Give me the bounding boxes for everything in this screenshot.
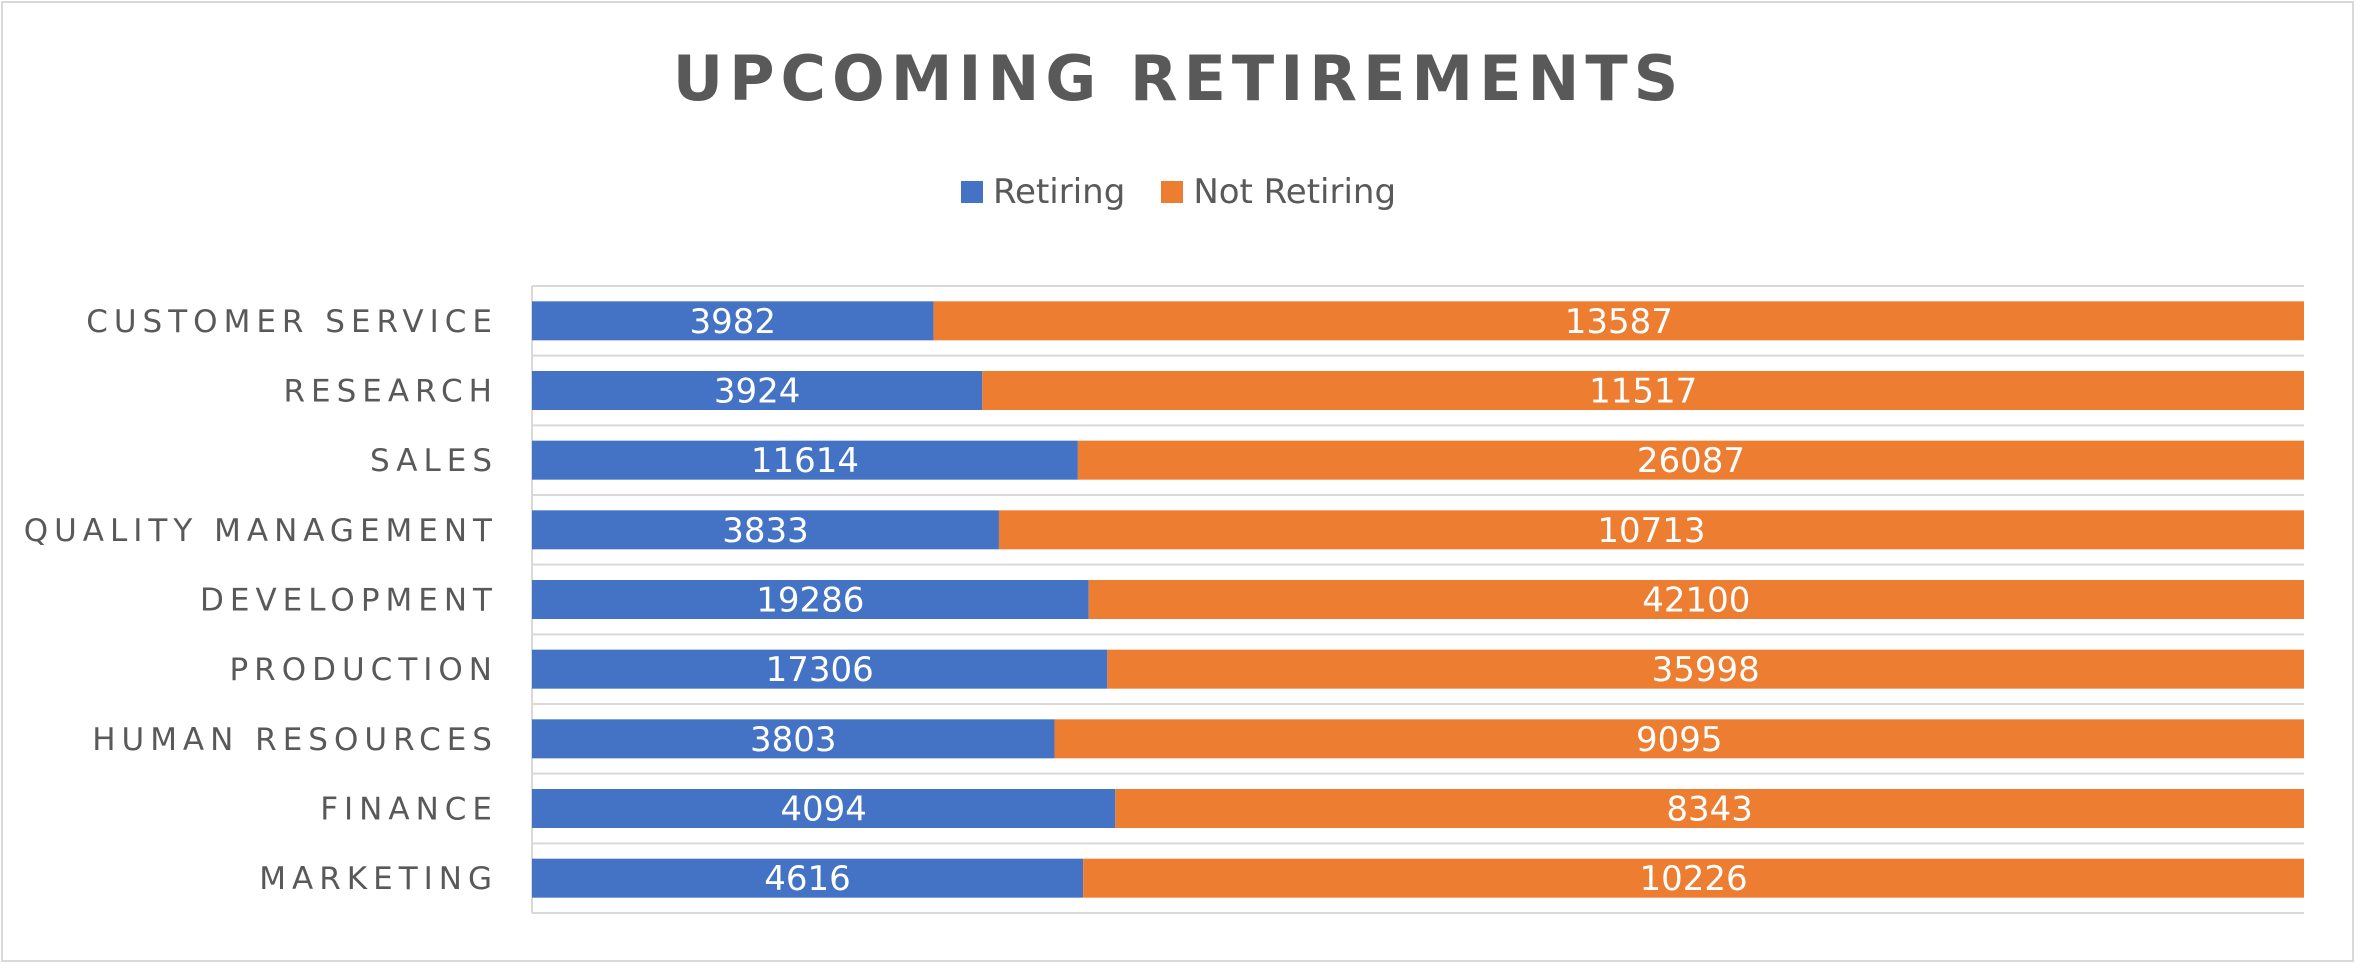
category-label: HUMAN RESOURCES <box>92 722 498 758</box>
bar-not-retiring <box>1107 649 2304 689</box>
data-label-retiring: 4094 <box>780 790 867 830</box>
data-label-not-retiring: 10713 <box>1597 511 1705 551</box>
bar-retiring <box>532 580 1089 619</box>
data-label-not-retiring: 35998 <box>1652 650 1760 690</box>
category-label: SALES <box>370 443 498 479</box>
legend-label-not-retiring: Not Retiring <box>1193 172 1397 212</box>
data-label-not-retiring: 9095 <box>1636 720 1723 760</box>
bar-not-retiring <box>1088 580 2304 619</box>
data-label-retiring: 4616 <box>764 859 851 899</box>
data-label-not-retiring: 8343 <box>1666 790 1753 830</box>
bar-not-retiring <box>998 510 2304 550</box>
bar-not-retiring <box>933 301 2305 341</box>
category-label: DEVELOPMENT <box>200 583 498 619</box>
bar-retiring <box>532 440 1078 480</box>
bar-retiring <box>532 789 1116 828</box>
legend: Retiring Not Retiring <box>0 172 2357 212</box>
bar-not-retiring <box>1054 719 2304 759</box>
legend-item-retiring: Retiring <box>960 172 1126 212</box>
data-label-not-retiring: 11517 <box>1589 372 1697 412</box>
data-label-not-retiring: 42100 <box>1642 581 1750 621</box>
bar-retiring <box>532 510 999 550</box>
data-label-retiring: 11614 <box>751 441 859 481</box>
bar-retiring <box>532 301 934 341</box>
legend-swatch-not-retiring <box>1161 181 1184 203</box>
data-label-not-retiring: 13587 <box>1565 302 1673 342</box>
data-label-retiring: 3833 <box>722 511 809 551</box>
category-label: CUSTOMER SERVICE <box>86 304 498 340</box>
legend-item-not-retiring: Not Retiring <box>1161 172 1396 212</box>
data-label-retiring: 19286 <box>756 581 864 621</box>
bar-retiring <box>532 371 983 410</box>
category-label: RESEARCH <box>283 374 498 410</box>
category-label: MARKETING <box>259 861 498 897</box>
category-label: FINANCE <box>320 792 498 828</box>
data-label-retiring: 3924 <box>714 372 801 412</box>
bar-not-retiring <box>1077 440 2304 480</box>
category-label: PRODUCTION <box>229 652 498 688</box>
bar-retiring <box>532 858 1084 898</box>
bar-not-retiring <box>1115 789 2304 828</box>
chart-title: UPCOMING RETIREMENTS <box>672 42 1685 115</box>
data-label-retiring: 3982 <box>690 302 777 342</box>
data-label-not-retiring: 26087 <box>1637 441 1745 481</box>
legend-swatch-retiring <box>960 181 983 203</box>
data-label-not-retiring: 10226 <box>1639 859 1747 899</box>
category-label: QUALITY MANAGEMENT <box>24 513 498 549</box>
bar-retiring <box>532 719 1055 759</box>
data-label-retiring: 3803 <box>750 720 837 760</box>
bar-retiring <box>532 649 1108 689</box>
data-label-retiring: 17306 <box>766 650 874 690</box>
legend-label-retiring: Retiring <box>992 172 1126 212</box>
bar-not-retiring <box>982 371 2304 410</box>
bar-not-retiring <box>1083 858 2304 898</box>
